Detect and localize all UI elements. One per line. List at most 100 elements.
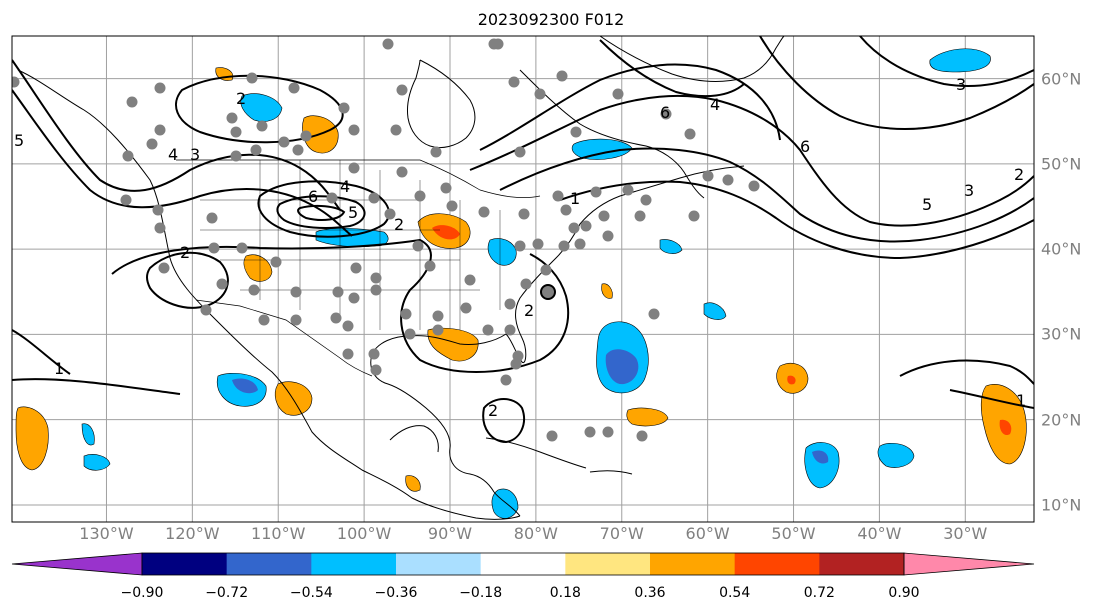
station-marker [634,210,646,222]
station-marker [560,204,572,216]
station-marker [348,162,360,174]
contour-label: 4 [340,177,350,196]
station-marker [158,262,170,274]
anomaly-blob [405,475,421,492]
colorbar-extend-high [903,552,1035,576]
station-marker [660,108,672,120]
station-marker [430,146,442,158]
station-marker [568,222,580,234]
station-marker [246,72,258,84]
station-marker [154,82,166,94]
station-marker [404,328,416,340]
station-marker [290,314,302,326]
anomaly-blob [432,225,460,240]
station-marker [300,130,312,142]
station-marker [330,312,342,324]
station-marker [546,430,558,442]
station-marker [256,120,268,132]
station-marker [350,262,362,274]
colorbar-extend-low [11,552,143,576]
contour-line [12,59,341,211]
station-marker [500,374,512,386]
station-marker [590,186,602,198]
station-marker [370,284,382,296]
anomaly-blob [243,254,273,282]
colorbar-tick-label: −0.90 [120,585,164,601]
station-marker [622,184,634,196]
station-marker [446,200,458,212]
colorbar-tick-label: −0.18 [459,585,503,601]
contour-label: 3 [190,145,200,164]
contour-line [297,204,346,221]
anomaly-blob [659,239,683,254]
colorbar-tick-label: 0.72 [803,585,835,601]
latitude-tick-label: 40°N [1041,239,1082,259]
station-marker [432,310,444,322]
contour-label: 1 [54,359,64,378]
station-marker [598,210,610,222]
station-marker [342,348,354,360]
station-marker [288,82,300,94]
anomaly-blob [427,327,479,362]
station-marker [532,238,544,250]
station-marker [570,126,582,138]
station-marker [424,260,436,272]
colorbar-segment [734,553,820,575]
map-title: 2023092300 F012 [477,10,625,29]
station-marker [612,88,624,100]
station-marker [278,136,290,148]
station-marker [368,192,380,204]
longitude-tick-label: 120°W [165,524,220,543]
anomaly-blob [315,227,389,248]
colorbar-segment [480,553,566,575]
station-marker [384,208,396,220]
station-marker [208,242,220,254]
latitude-tick-label: 60°N [1041,69,1082,89]
contour-label: 6 [308,187,318,206]
station-markers [12,38,760,442]
coastlines [17,36,785,520]
map-frame [11,35,1035,523]
highlighted-station [540,284,556,300]
colorbar-segment [311,553,397,575]
station-marker [120,194,132,206]
contour-label: 1 [1016,391,1026,410]
contour-line [599,39,745,98]
contour-label: 4 [710,95,720,114]
colorbar-outline [141,552,905,576]
station-marker [584,426,596,438]
station-marker [482,324,494,336]
station-marker [390,124,402,136]
station-marker [640,194,652,206]
colorbar-tick-label: −0.72 [205,585,249,601]
station-marker [370,272,382,284]
station-marker [684,128,696,140]
coastline-labrador [519,69,705,199]
colorbar-tick-label: 0.90 [888,585,920,601]
station-marker [348,124,360,136]
longitude-tick-label: 80°W [513,524,558,543]
contour-label: 5 [14,131,24,150]
coastline-hudson-bay [407,59,476,149]
anomaly-blob [83,454,111,471]
coastline-hispaniola [589,470,633,475]
station-marker [230,150,242,162]
station-marker [464,274,476,286]
colorbar-tick-label: 0.18 [549,585,581,601]
station-marker [230,126,242,138]
contour-label: 6 [800,137,810,156]
longitude-tick-label: 90°W [427,524,473,543]
contour-labels: 2 4 6 5 2 2 4 3 1 2 1 4 6 6 3 5 3 2 1 2 … [14,75,1026,420]
contour-line [479,63,781,151]
anomaly-blob [929,48,991,73]
station-marker [602,426,614,438]
station-marker [348,292,360,304]
coastline-greenland [599,36,785,82]
contour-label: 2 [394,215,404,234]
anomaly-blob [487,238,517,266]
station-marker [534,88,546,100]
latitude-tick-label: 50°N [1041,154,1082,174]
anomaly-blob [787,375,796,385]
station-marker [396,166,408,178]
